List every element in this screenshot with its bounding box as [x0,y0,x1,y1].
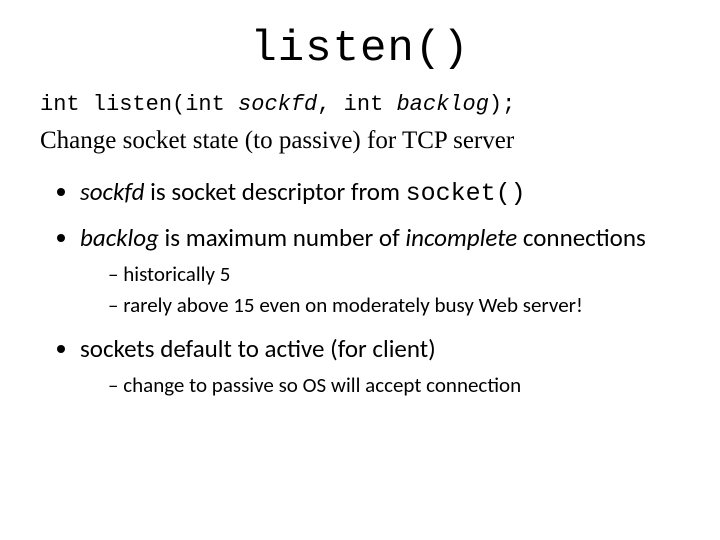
slide: listen() int listen(int sockfd, int back… [0,0,720,540]
function-signature: int listen(int sockfd, int backlog); [40,92,680,117]
b2-ital: incomplete [405,222,517,253]
description-text: Change socket state (to passive) for TCP… [40,127,680,155]
sig-arg2: backlog [396,92,488,117]
b2-text-mid: is maximum number of [159,222,405,253]
list-item: change to passive so OS will accept conn… [108,372,680,399]
list-item: historically 5 [108,261,680,288]
sig-part2: , int [317,92,396,117]
sub-list: historically 5 rarely above 15 even on m… [80,261,680,320]
arg-backlog: backlog [80,222,159,253]
code-socket: socket() [406,179,526,208]
b1-text: is socket descriptor from [145,176,406,207]
bullet-list: sockfd is socket descriptor from socket(… [52,177,680,399]
sig-arg1: sockfd [238,92,317,117]
list-item: sockets default to active (for client) c… [80,334,680,399]
sub-list: change to passive so OS will accept conn… [80,372,680,399]
b2-text-end: connections [517,222,646,253]
list-item: sockfd is socket descriptor from socket(… [80,177,680,209]
sig-part3: ); [489,92,515,117]
list-item: rarely above 15 even on moderately busy … [108,292,680,319]
b3-text: sockets default to active (for client) [80,333,436,364]
sig-part1: int listen(int [40,92,238,117]
list-item: backlog is maximum number of incomplete … [80,223,680,320]
slide-title: listen() [40,24,680,74]
arg-sockfd: sockfd [80,176,145,207]
